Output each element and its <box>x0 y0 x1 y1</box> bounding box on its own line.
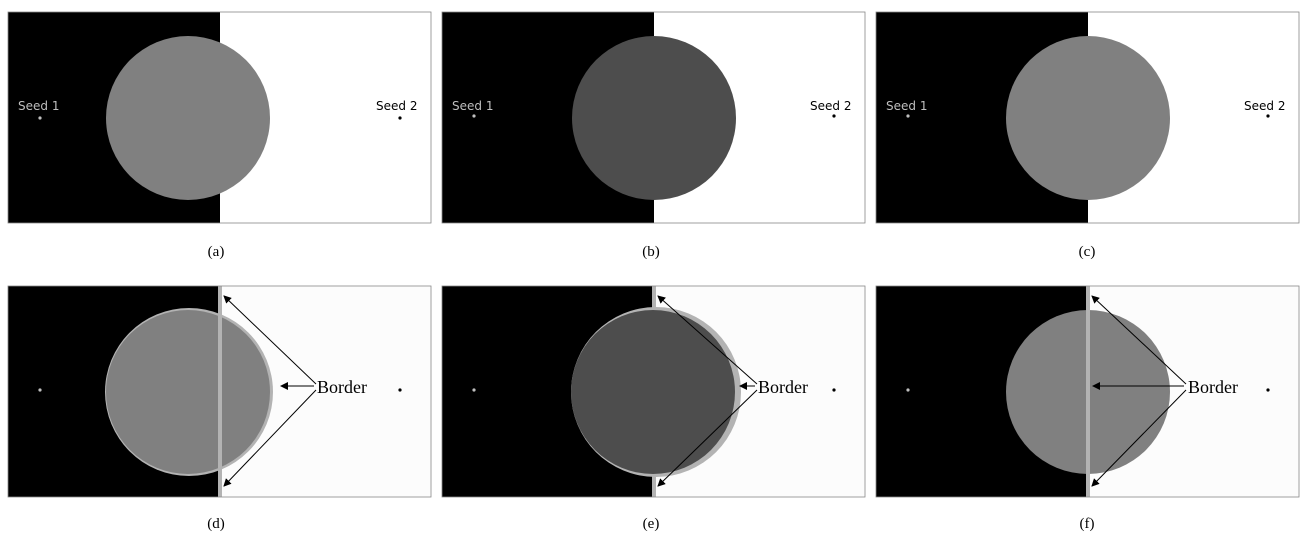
panel-b: Seed 1 Seed 2 <box>442 12 865 223</box>
circle <box>571 310 735 474</box>
circle <box>1006 36 1170 200</box>
seed-1-dot <box>906 114 910 118</box>
seed-2-dot <box>398 116 402 120</box>
seed-2-label: Seed 2 <box>376 99 417 113</box>
panel-c-frame <box>875 11 1300 224</box>
border-label: Border <box>1188 377 1238 397</box>
caption-d: (d) <box>207 516 225 532</box>
panel-f <box>876 286 1299 497</box>
caption-f: (f) <box>1080 516 1095 532</box>
seed-2-label: Seed 2 <box>1244 99 1285 113</box>
seed-2-dot <box>398 388 402 392</box>
panel-d-frame <box>7 285 432 498</box>
arrow-top <box>223 295 317 385</box>
seed-1-label: Seed 1 <box>886 99 927 113</box>
circle <box>106 310 270 474</box>
panel-c: Seed 1 Seed 2 <box>876 12 1299 223</box>
panel-e <box>442 286 865 497</box>
border-line-bottom <box>652 474 656 497</box>
panel-a: Seed 1 Seed 2 <box>8 12 431 223</box>
seed-2-dot <box>832 388 836 392</box>
panel-a-frame <box>7 11 432 224</box>
arrow-bottom <box>1091 389 1187 487</box>
border-line <box>1086 286 1090 497</box>
border-line <box>218 286 222 497</box>
seed-2-dot <box>1266 388 1270 392</box>
seed-1-label: Seed 1 <box>18 99 59 113</box>
seed-1-dot <box>472 114 476 118</box>
border-label: Border <box>317 377 367 397</box>
seed-1-label: Seed 1 <box>452 99 493 113</box>
arrow-top <box>1091 295 1187 385</box>
caption-b: (b) <box>642 244 660 260</box>
arrow-bottom <box>223 389 317 487</box>
seed-1-dot <box>38 116 42 120</box>
seed-1-dot <box>906 388 910 392</box>
panel-f-frame <box>875 285 1300 498</box>
seed-1-dot <box>472 388 476 392</box>
border-line-top <box>652 286 656 310</box>
circle <box>572 36 736 200</box>
caption-c: (c) <box>1079 244 1096 260</box>
border-label: Border <box>758 377 808 397</box>
panel-d <box>8 286 431 497</box>
seed-2-dot <box>832 114 836 118</box>
arrow-bottom <box>657 389 758 487</box>
caption-a: (a) <box>208 244 225 260</box>
seed-2-label: Seed 2 <box>810 99 851 113</box>
seed-1-dot <box>38 388 42 392</box>
arrow-top <box>657 295 758 385</box>
circle <box>106 36 270 200</box>
panel-e-frame <box>441 285 866 498</box>
caption-e: (e) <box>643 516 660 532</box>
panel-b-frame <box>441 11 866 224</box>
seed-2-dot <box>1266 114 1270 118</box>
